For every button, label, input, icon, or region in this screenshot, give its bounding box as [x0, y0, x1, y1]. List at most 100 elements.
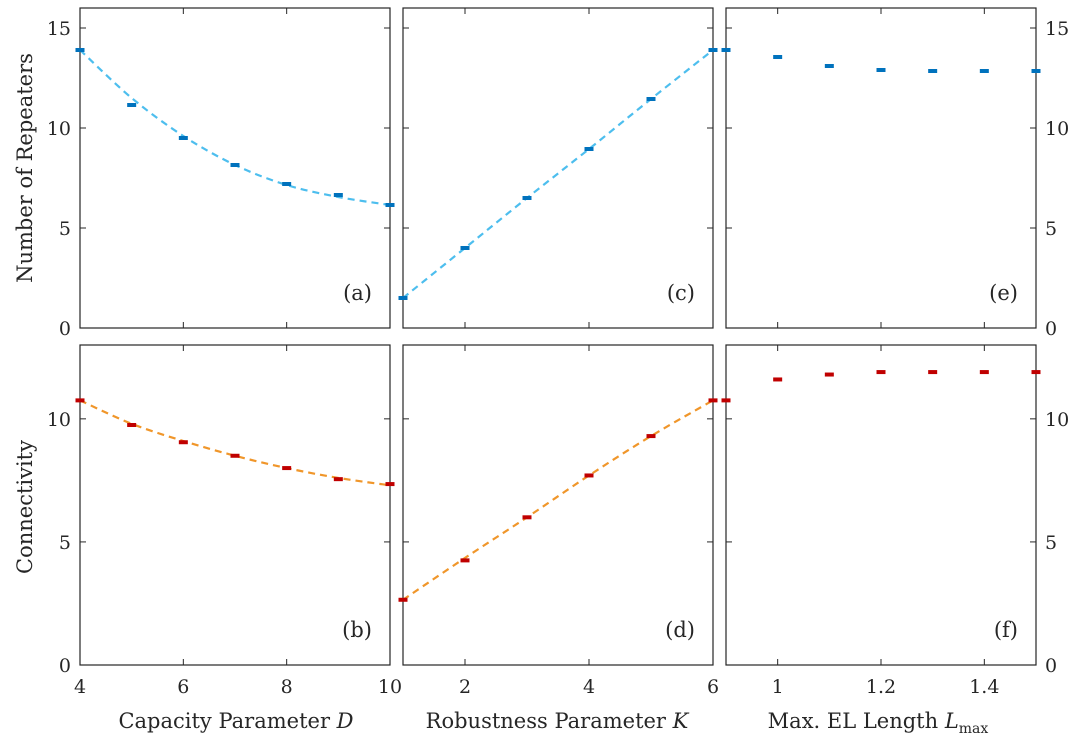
x-tick-label-f: 1: [772, 676, 784, 698]
x-axis-label-col2: Robustness Parameter K: [426, 709, 690, 733]
y-axis-label-bottom: Connectivity: [13, 440, 37, 574]
data-point-e: [721, 48, 731, 52]
x-tick-label-b: 8: [281, 676, 293, 698]
panel-c: (c): [398, 7, 718, 329]
fit-curve-b: [79, 399, 391, 487]
data-point-d: [398, 597, 408, 602]
data-point-d: [522, 515, 532, 520]
x-tick-label-f: 1.2: [866, 676, 896, 698]
panel-a-frame: [79, 7, 391, 329]
y-tick-label-e: 5: [1045, 218, 1057, 240]
data-point-b: [282, 466, 292, 471]
data-point-e: [979, 69, 989, 73]
y-axis-label-top: Number of Repeaters: [13, 53, 37, 283]
y-tick-label-e: 10: [1045, 118, 1069, 140]
fit-curve-c: [402, 49, 714, 299]
panel-label-e: (e): [989, 281, 1018, 305]
data-point-e: [773, 55, 783, 59]
x-axis-label-col1-var: D: [336, 709, 354, 733]
data-point-d: [708, 398, 718, 403]
data-point-d: [460, 558, 470, 563]
y-tick-label-e: 0: [1045, 318, 1057, 340]
data-point-f: [979, 370, 989, 375]
x-tick-label-f: 1.4: [969, 676, 999, 698]
panel-f: 1 1.2 1.4 0 5 10 (f): [721, 344, 1069, 698]
x-tick-label-d: 4: [583, 676, 595, 698]
y-tick-label-e: 15: [1045, 18, 1069, 40]
panel-label-b: (b): [342, 618, 372, 642]
data-point-d: [584, 473, 594, 478]
data-point-a: [385, 203, 395, 207]
x-axis-label-col1-text: Capacity Parameter: [118, 709, 336, 733]
data-point-c: [460, 246, 470, 250]
data-point-e: [824, 64, 834, 68]
y-tick-label-a: 5: [59, 218, 71, 240]
panel-d: 2 4 6 (d): [398, 344, 719, 698]
data-point-a: [282, 182, 292, 186]
data-point-f: [721, 398, 731, 403]
y-tick-label-b: 5: [59, 532, 71, 554]
panel-label-a: (a): [343, 281, 372, 305]
data-point-b: [385, 482, 395, 487]
data-point-f: [773, 377, 783, 382]
y-tick-label-f: 5: [1045, 532, 1057, 554]
x-axis-label-col3-text: Max. EL Length: [768, 709, 945, 733]
data-point-e: [1031, 69, 1041, 73]
data-point-a: [333, 193, 343, 197]
data-point-c: [646, 97, 656, 101]
x-axis-label-col3: Max. EL Length Lmax: [768, 709, 989, 737]
data-point-b: [333, 477, 343, 482]
panel-label-c: (c): [667, 281, 695, 305]
x-axis-label-col1: Capacity Parameter D: [118, 709, 353, 733]
y-tick-label-b: 0: [59, 655, 71, 677]
panel-label-f: (f): [994, 618, 1018, 642]
data-point-b: [75, 398, 85, 403]
data-point-f: [876, 370, 886, 375]
data-point-f: [928, 370, 938, 375]
y-tick-label-a: 0: [59, 318, 71, 340]
panel-e-frame: [725, 7, 1037, 329]
x-tick-label-b: 10: [378, 676, 402, 698]
panel-d-frame: [402, 344, 714, 666]
data-point-c: [584, 147, 594, 151]
x-axis-label-col2-text: Robustness Parameter: [426, 709, 673, 733]
x-axis-label-col2-var: K: [672, 709, 690, 733]
data-point-a: [230, 163, 240, 167]
x-tick-label-b: 6: [177, 676, 189, 698]
panel-b-frame: [79, 344, 391, 666]
data-point-a: [178, 136, 188, 140]
data-point-b: [230, 453, 240, 458]
y-tick-label-f: 0: [1045, 655, 1057, 677]
data-point-c: [708, 48, 718, 52]
data-point-a: [127, 103, 137, 107]
x-tick-label-d: 2: [459, 676, 471, 698]
data-point-f: [824, 372, 834, 377]
data-point-a: [75, 48, 85, 52]
panel-label-d: (d): [665, 618, 695, 642]
data-point-c: [398, 296, 408, 300]
fit-curve-a: [79, 49, 391, 207]
data-point-b: [178, 440, 188, 445]
y-tick-label-f: 10: [1045, 409, 1069, 431]
y-tick-label-a: 10: [47, 118, 71, 140]
data-point-b: [127, 423, 137, 427]
panel-c-frame: [402, 7, 714, 329]
x-tick-label-b: 4: [74, 676, 86, 698]
panel-f-frame: [725, 344, 1037, 666]
data-point-f: [1031, 370, 1041, 375]
data-point-e: [928, 69, 938, 73]
data-point-e: [876, 68, 886, 72]
x-tick-label-d: 6: [707, 676, 719, 698]
x-axis-label-col3-var: L: [944, 709, 959, 733]
panel-e: 0 5 10 15 (e): [721, 7, 1069, 340]
x-axis-label-col3-sub: max: [959, 721, 989, 737]
fit-curve-d: [402, 399, 714, 601]
panel-b: 4 6 8 10 0 5 10 (b): [47, 344, 402, 698]
panel-a: 0 5 10 15 (a): [47, 7, 395, 340]
y-tick-label-b: 10: [47, 409, 71, 431]
y-tick-label-a: 15: [47, 18, 71, 40]
data-point-c: [522, 196, 532, 200]
data-point-d: [646, 434, 656, 439]
